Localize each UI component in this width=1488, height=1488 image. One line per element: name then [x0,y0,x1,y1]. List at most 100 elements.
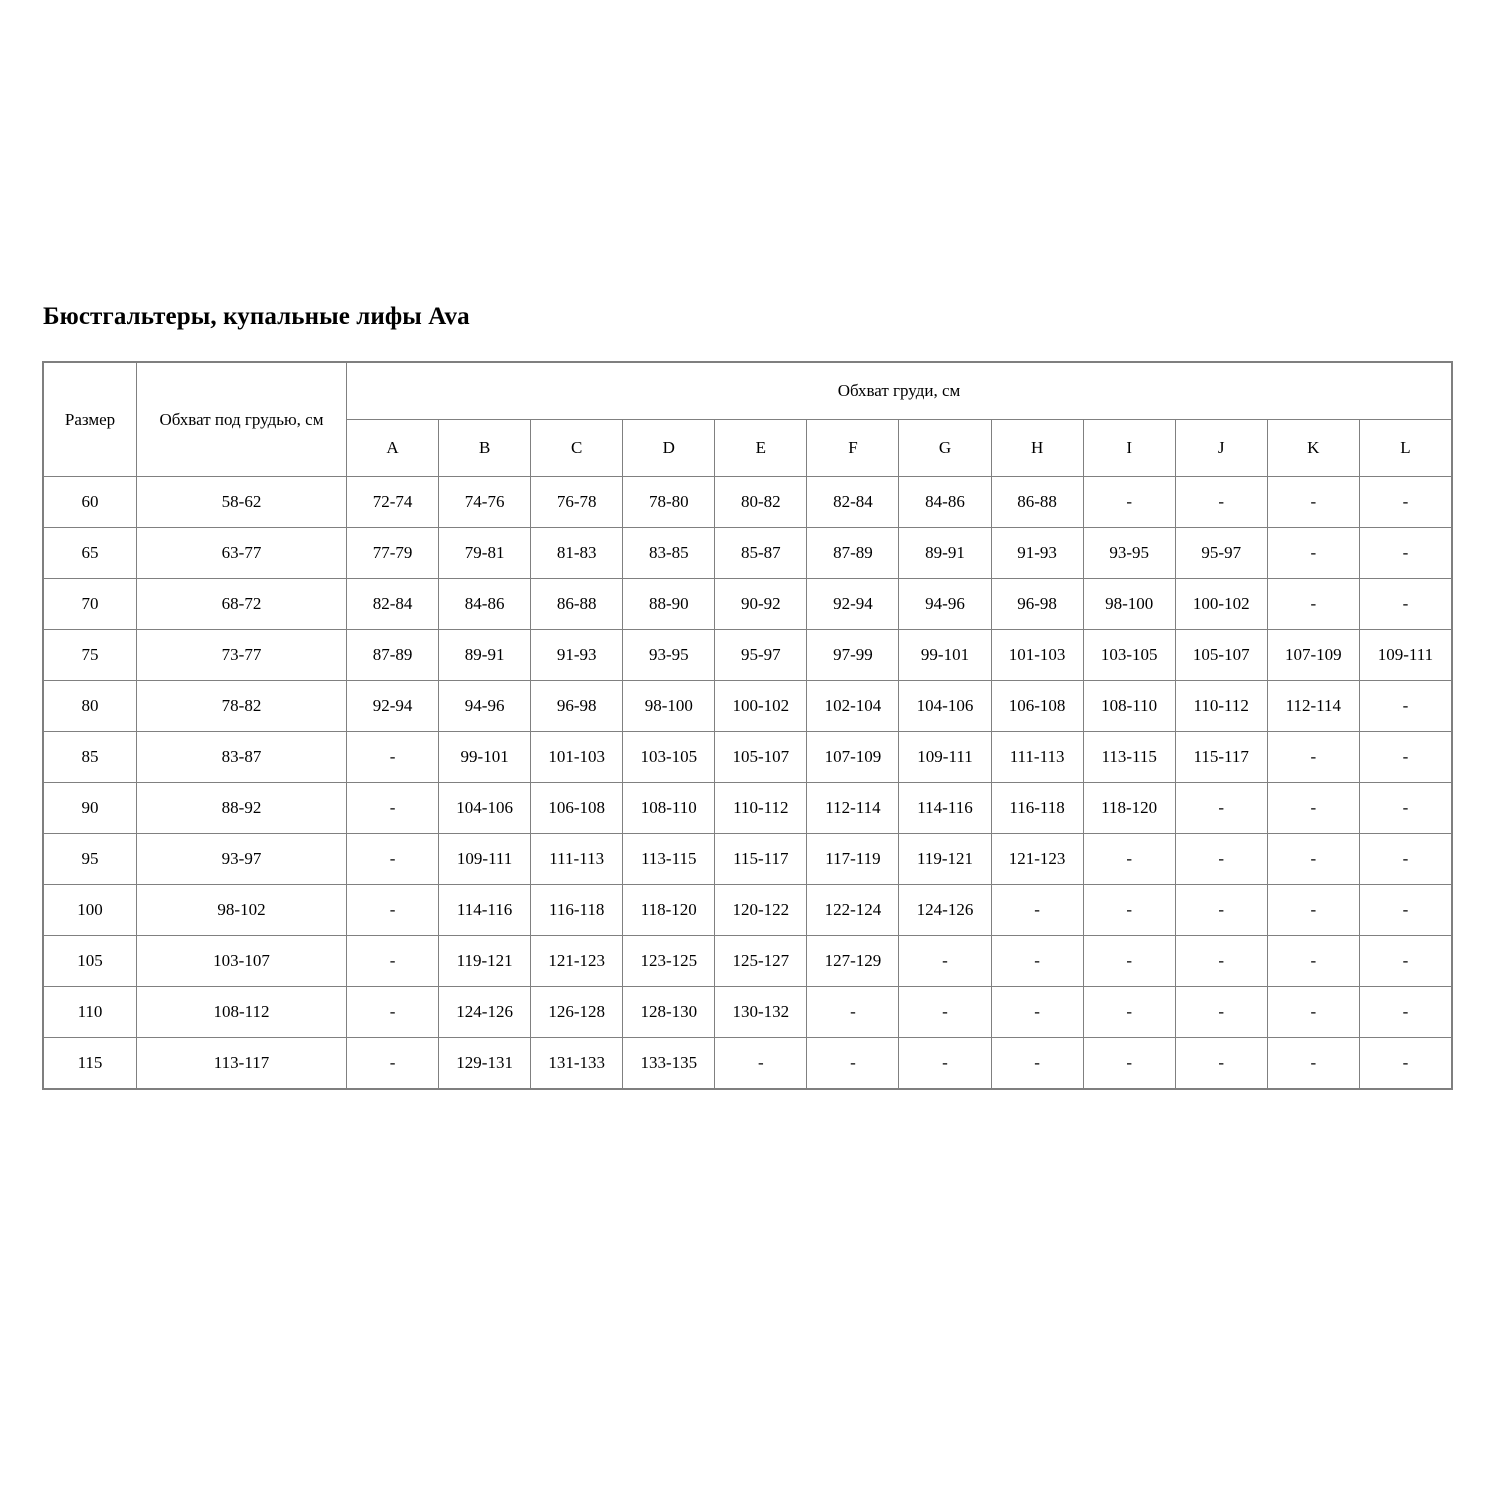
cell-bust-i: 98-100 [1082,578,1176,630]
table-row: 105 103-107-119-121 121-123 123-125 125-127 1… [43,935,1453,987]
cell-size: 75 [43,629,137,681]
cell-size: 60 [43,476,137,528]
cell-bust-j: 105-107 [1174,629,1268,681]
cell-bust-a: - [345,986,440,1038]
cell-bust-f: 117-119 [806,833,900,885]
table-header: Размер Обхват под грудью, см Обхват груд… [43,362,1453,477]
cell-bust-i: 118-120 [1082,782,1176,834]
cell-bust-l: - [1358,833,1453,885]
cell-bust-i: - [1082,833,1176,885]
cell-bust-e: 110-112 [714,782,808,834]
cell-bust-c: 86-88 [530,578,624,630]
table-row: 60 58-62 72-74 74-76 76-78 78-80 80-82 82-84 84-… [43,476,1453,528]
cell-bust-f: 87-89 [806,527,900,579]
cell-size: 105 [43,935,137,987]
cell-bust-l: - [1358,935,1453,987]
cell-bust-a: - [345,935,440,987]
header-cup-d: D [622,419,716,477]
cell-bust-e: 100-102 [714,680,808,732]
cell-bust-e: 95-97 [714,629,808,681]
cell-bust-g: 124-126 [898,884,992,936]
cell-size: 95 [43,833,137,885]
cell-bust-a: 82-84 [345,578,440,630]
cell-bust-d: 98-100 [622,680,716,732]
cell-underbust: 63-77 [136,527,347,579]
cell-bust-e: 105-107 [714,731,808,783]
cell-underbust: 73-77 [136,629,347,681]
cell-bust-f: 92-94 [806,578,900,630]
cell-bust-i: - [1082,1037,1176,1089]
cell-bust-d: 118-120 [622,884,716,936]
cell-bust-a: - [345,833,440,885]
cell-bust-k: - [1266,986,1360,1038]
cell-bust-h: 96-98 [990,578,1084,630]
cell-bust-k: - [1266,731,1360,783]
cell-bust-f: - [806,1037,900,1089]
header-cup-c: C [530,419,624,477]
cell-bust-l: - [1358,578,1453,630]
cell-bust-c: 126-128 [530,986,624,1038]
cell-bust-h: - [990,986,1084,1038]
size-chart-table: Размер Обхват под грудью, см Обхват груд… [42,361,1453,1090]
cell-underbust: 98-102 [136,884,347,936]
cell-bust-j: 95-97 [1174,527,1268,579]
cell-bust-b: 114-116 [438,884,532,936]
cell-bust-b: 89-91 [438,629,532,681]
cell-bust-h: 91-93 [990,527,1084,579]
cell-bust-g: 99-101 [898,629,992,681]
cell-bust-f: 112-114 [806,782,900,834]
cell-bust-c: 106-108 [530,782,624,834]
cell-bust-k: 107-109 [1266,629,1360,681]
cell-bust-i: - [1082,935,1176,987]
cell-bust-k: - [1266,884,1360,936]
header-cup-f: F [806,419,900,477]
cell-bust-g: 89-91 [898,527,992,579]
header-cup-b: B [438,419,532,477]
cell-bust-k: - [1266,833,1360,885]
cell-bust-g: 114-116 [898,782,992,834]
table-row: 95 93-97-109-111 111-113 113-115 115-117 117-… [43,833,1453,885]
cell-bust-h: 86-88 [990,476,1084,528]
cell-bust-i: 108-110 [1082,680,1176,732]
cell-bust-c: 101-103 [530,731,624,783]
cell-bust-k: - [1266,782,1360,834]
cell-bust-e: 90-92 [714,578,808,630]
cell-bust-b: 129-131 [438,1037,532,1089]
cell-bust-a: - [345,731,440,783]
cell-bust-c: 81-83 [530,527,624,579]
cell-bust-j: - [1174,986,1268,1038]
cell-underbust: 103-107 [136,935,347,987]
cell-bust-d: 123-125 [622,935,716,987]
header-cup-a: A [345,419,440,477]
cell-bust-l: - [1358,986,1453,1038]
cell-bust-j: - [1174,1037,1268,1089]
cell-bust-a: - [345,884,440,936]
table-row: 115 113-117-129-131 131-133 133-135- - - - - - - - [43,1037,1453,1089]
cell-bust-h: 101-103 [990,629,1084,681]
cell-bust-h: - [990,1037,1084,1089]
cell-bust-h: 116-118 [990,782,1084,834]
cell-bust-d: 113-115 [622,833,716,885]
cell-bust-f: 102-104 [806,680,900,732]
cell-bust-e: - [714,1037,808,1089]
cell-bust-d: 78-80 [622,476,716,528]
cell-bust-l: - [1358,527,1453,579]
header-cup-e: E [714,419,808,477]
cell-bust-e: 130-132 [714,986,808,1038]
cell-bust-l: - [1358,680,1453,732]
cell-bust-a: - [345,1037,440,1089]
cell-bust-b: 84-86 [438,578,532,630]
cell-bust-d: 128-130 [622,986,716,1038]
cell-bust-a: - [345,782,440,834]
header-cup-h: H [990,419,1084,477]
cell-underbust: 68-72 [136,578,347,630]
cell-bust-h: 121-123 [990,833,1084,885]
header-row-cups: A B C D E F G H I J K L [44,419,1453,477]
cell-size: 115 [43,1037,137,1089]
table-row: 110 108-112-124-126 126-128 128-130 130-132-… [43,986,1453,1038]
cell-bust-k: 112-114 [1266,680,1360,732]
cell-bust-b: 79-81 [438,527,532,579]
header-underbust: Обхват под грудью, см [136,362,347,477]
header-cup-l: L [1358,419,1453,477]
cell-bust-f: 107-109 [806,731,900,783]
